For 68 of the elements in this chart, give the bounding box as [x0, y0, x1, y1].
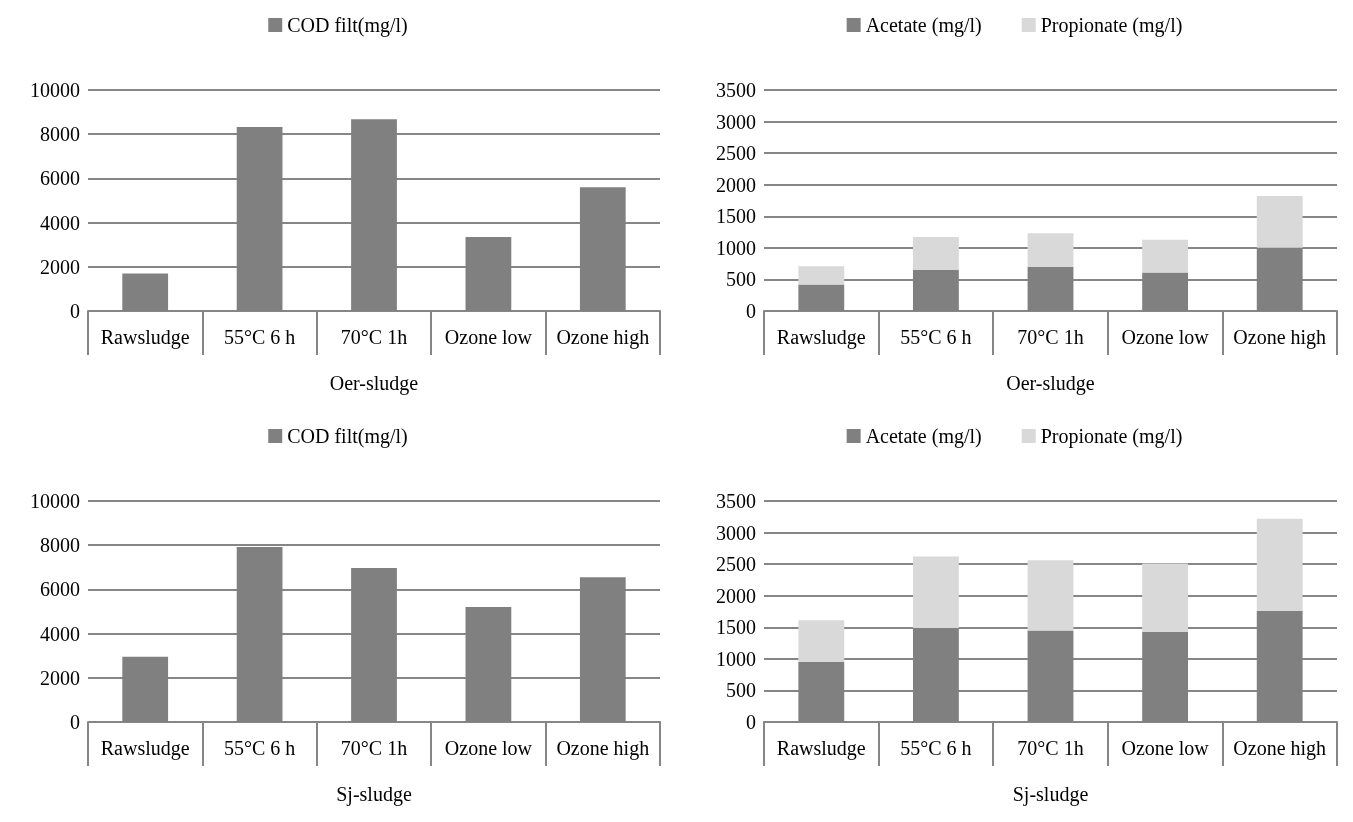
y-tick-label: 0 [70, 711, 80, 733]
x-tick-label: Ozone high [1233, 326, 1327, 349]
x-tick-label: Ozone low [444, 326, 533, 348]
y-tick-label: 0 [70, 300, 80, 322]
legend-label: Propionate (mg/l) [1040, 14, 1183, 37]
x-axis-title: Sj-sludge [336, 783, 412, 806]
x-tick-label: 55°C 6 h [223, 737, 296, 759]
x-axis-title: Sj-sludge [1012, 783, 1089, 806]
y-tick-label: 2000 [716, 173, 756, 196]
x-tick-label: 70°C 1h [1017, 326, 1084, 348]
bar [798, 620, 845, 663]
y-tick-label: 4000 [40, 622, 80, 645]
bar [1142, 563, 1189, 632]
legend-label: COD filt(mg/l) [287, 425, 408, 448]
x-tick-label: 70°C 1h [340, 326, 408, 348]
x-tick-label: Ozone high [556, 326, 650, 349]
y-tick-label: 2000 [716, 584, 756, 607]
y-tick-label: 8000 [40, 534, 80, 557]
x-axis-title: Oer-sludge [329, 372, 419, 395]
legend-label: Acetate (mg/l) [865, 14, 982, 37]
y-tick-label: 8000 [40, 123, 80, 146]
y-tick-label: 1500 [716, 616, 756, 639]
y-tick-label: 2500 [716, 142, 756, 165]
y-tick-label: 3500 [716, 79, 756, 101]
x-tick-label: 55°C 6 h [900, 737, 972, 759]
x-tick-label: Rawsludge [100, 737, 190, 760]
y-tick-label: 2000 [40, 255, 80, 278]
bar [1256, 518, 1303, 611]
y-tick-label: 6000 [40, 578, 80, 601]
x-tick-label: Ozone low [1121, 326, 1210, 348]
y-tick-label: 1000 [716, 236, 756, 259]
x-tick-label: 55°C 6 h [900, 326, 972, 348]
y-tick-label: 3000 [716, 110, 756, 133]
x-tick-label: Rawsludge [776, 737, 866, 760]
bar [1256, 196, 1303, 248]
legend-label: Acetate (mg/l) [865, 425, 982, 448]
y-tick-label: 4000 [40, 211, 80, 234]
x-tick-label: 70°C 1h [1017, 737, 1084, 759]
bar [1027, 233, 1074, 267]
y-tick-label: 500 [726, 679, 756, 702]
x-tick-label: 70°C 1h [340, 737, 408, 759]
x-tick-label: Rawsludge [100, 326, 190, 349]
y-tick-label: 3000 [716, 521, 756, 544]
x-tick-label: Ozone low [444, 737, 533, 759]
bar [1027, 560, 1074, 631]
x-axis-title: Oer-sludge [1006, 372, 1095, 395]
x-tick-label: Rawsludge [776, 326, 866, 349]
y-tick-label: 2500 [716, 553, 756, 576]
x-tick-label: 55°C 6 h [223, 326, 296, 348]
bar [912, 237, 959, 270]
y-tick-label: 10000 [30, 490, 80, 512]
y-tick-label: 2000 [40, 666, 80, 689]
bar [1142, 239, 1189, 273]
y-tick-label: 0 [746, 711, 756, 733]
x-tick-label: Ozone high [556, 737, 650, 760]
y-tick-label: 500 [726, 268, 756, 291]
bar [912, 556, 959, 628]
y-tick-label: 0 [746, 300, 756, 322]
y-tick-label: 10000 [30, 79, 80, 101]
x-tick-label: Ozone low [1121, 737, 1210, 759]
y-tick-label: 1000 [716, 647, 756, 670]
y-tick-label: 3500 [716, 490, 756, 512]
y-tick-label: 1500 [716, 205, 756, 228]
legend-label: Propionate (mg/l) [1040, 425, 1183, 448]
legend-label: COD filt(mg/l) [287, 14, 408, 37]
bar [798, 266, 845, 285]
y-tick-label: 6000 [40, 167, 80, 190]
x-tick-label: Ozone high [1233, 737, 1327, 760]
